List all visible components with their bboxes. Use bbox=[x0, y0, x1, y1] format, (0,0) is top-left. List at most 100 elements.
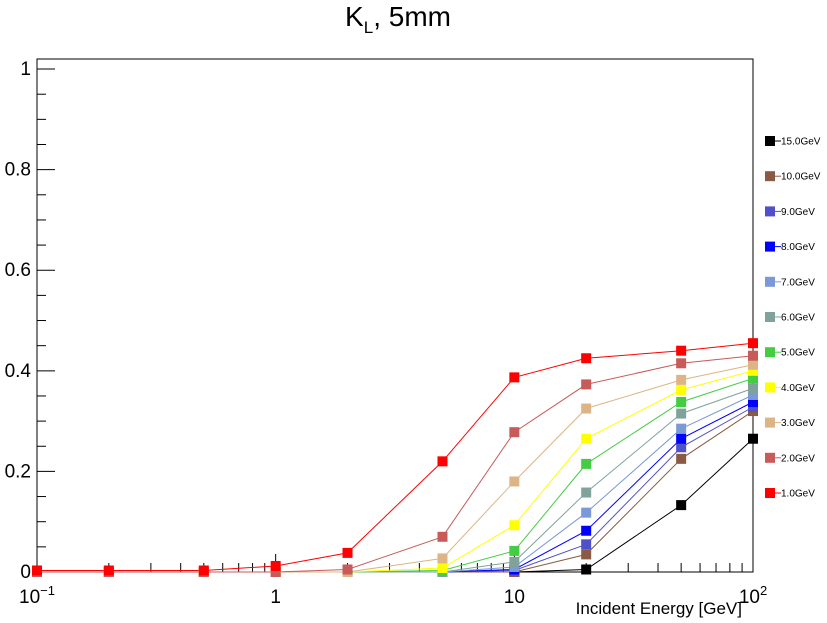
legend-swatch bbox=[765, 488, 775, 498]
legend-swatch bbox=[765, 171, 775, 182]
data-point bbox=[509, 476, 520, 487]
data-point bbox=[342, 564, 353, 575]
data-point bbox=[437, 562, 448, 573]
markers-8.0GeV bbox=[32, 397, 758, 577]
data-point bbox=[676, 374, 687, 385]
data-point bbox=[676, 408, 687, 419]
series-line bbox=[37, 401, 754, 573]
data-point bbox=[270, 560, 281, 571]
legend-item: 5.0GeV bbox=[765, 347, 815, 359]
data-point bbox=[437, 531, 448, 542]
chart-title-suffix: , 5mm bbox=[373, 1, 451, 32]
data-point bbox=[509, 556, 520, 567]
data-point bbox=[581, 458, 592, 469]
series-4.0GeV bbox=[37, 370, 754, 573]
data-point bbox=[676, 453, 687, 464]
legend-swatch bbox=[765, 206, 775, 217]
data-point bbox=[509, 545, 520, 556]
data-point bbox=[676, 500, 687, 511]
legend-label: 6.0GeV bbox=[781, 313, 815, 324]
x-tick-label: 102 bbox=[739, 583, 767, 608]
data-point bbox=[198, 565, 209, 576]
legend-label: 15.0GeV bbox=[781, 137, 821, 148]
data-point bbox=[676, 442, 687, 453]
data-point bbox=[676, 433, 687, 444]
legend-label: 5.0GeV bbox=[781, 348, 815, 359]
series-line bbox=[37, 370, 754, 573]
legend-label: 8.0GeV bbox=[781, 242, 815, 253]
legend-swatch bbox=[765, 312, 775, 322]
legend-label: 4.0GeV bbox=[781, 383, 815, 394]
legend-swatch bbox=[765, 276, 775, 287]
y-tick-label: 1 bbox=[20, 59, 31, 80]
legend-swatch bbox=[765, 136, 775, 146]
data-point bbox=[748, 383, 758, 394]
series-8.0GeV bbox=[37, 401, 754, 573]
data-point bbox=[437, 456, 448, 467]
legend-item: 8.0GeV bbox=[765, 241, 815, 253]
data-point bbox=[676, 397, 687, 408]
y-tick-label: 0 bbox=[20, 562, 31, 583]
y-tick-label: 0.4 bbox=[5, 361, 32, 382]
legend-item: 10.0GeV bbox=[765, 171, 821, 183]
data-point bbox=[748, 338, 758, 349]
data-point bbox=[581, 403, 592, 414]
y-tick-label: 0.8 bbox=[5, 160, 31, 181]
legend-item: 3.0GeV bbox=[765, 417, 815, 429]
data-point bbox=[676, 384, 687, 395]
legend-item: 6.0GeV bbox=[765, 312, 815, 324]
series-15.0GeV bbox=[37, 438, 754, 573]
legend-swatch bbox=[765, 347, 775, 358]
data-point bbox=[748, 397, 758, 408]
data-point bbox=[748, 365, 758, 376]
series-2.0GeV bbox=[37, 355, 754, 573]
data-point bbox=[32, 565, 42, 576]
series-line bbox=[37, 406, 754, 573]
x-tick-label: 1 bbox=[270, 587, 281, 608]
data-point bbox=[509, 520, 520, 531]
y-axis: 0 0.2 0.4 0.6 0.8 1 bbox=[5, 59, 55, 583]
y-tick-label: 0.6 bbox=[5, 260, 31, 281]
series-5.0GeV bbox=[37, 377, 754, 573]
data-point bbox=[103, 565, 114, 576]
series-3.0GeV bbox=[37, 364, 754, 573]
data-point bbox=[509, 372, 520, 383]
markers-1.0GeV bbox=[32, 338, 758, 576]
data-point bbox=[748, 402, 758, 413]
legend-label: 3.0GeV bbox=[781, 418, 815, 429]
x-tick-label: 10−1 bbox=[19, 583, 55, 608]
series-1.0GeV bbox=[37, 342, 754, 571]
data-point bbox=[581, 433, 592, 444]
legend-swatch bbox=[765, 417, 775, 428]
data-point bbox=[748, 350, 758, 361]
series-line bbox=[37, 387, 754, 573]
y-tick-label: 0.2 bbox=[5, 461, 31, 482]
data-point bbox=[509, 427, 520, 438]
legend-swatch bbox=[765, 452, 775, 463]
data-point bbox=[342, 547, 353, 558]
markers-2.0GeV bbox=[32, 350, 758, 577]
legend-item: 15.0GeV bbox=[765, 136, 821, 148]
legend-item: 7.0GeV bbox=[765, 276, 815, 288]
markers-9.0GeV bbox=[32, 402, 758, 577]
data-point bbox=[581, 379, 592, 390]
series-line bbox=[37, 410, 754, 573]
data-point bbox=[581, 539, 592, 550]
chart-title-main: K bbox=[345, 1, 364, 32]
legend-item: 1.0GeV bbox=[765, 488, 815, 500]
data-point bbox=[581, 507, 592, 518]
markers-15.0GeV bbox=[32, 433, 758, 577]
data-point bbox=[437, 553, 448, 564]
data-point bbox=[748, 373, 758, 384]
legend-item: 2.0GeV bbox=[765, 452, 815, 464]
series-line bbox=[37, 355, 754, 573]
markers-3.0GeV bbox=[32, 359, 758, 577]
data-point bbox=[676, 423, 687, 434]
legend-label: 2.0GeV bbox=[781, 453, 815, 464]
series-line bbox=[37, 364, 754, 573]
series-9.0GeV bbox=[37, 406, 754, 573]
chart-title: KL, 5mm bbox=[345, 1, 451, 37]
data-point bbox=[509, 561, 520, 572]
series-6.0GeV bbox=[37, 387, 754, 573]
